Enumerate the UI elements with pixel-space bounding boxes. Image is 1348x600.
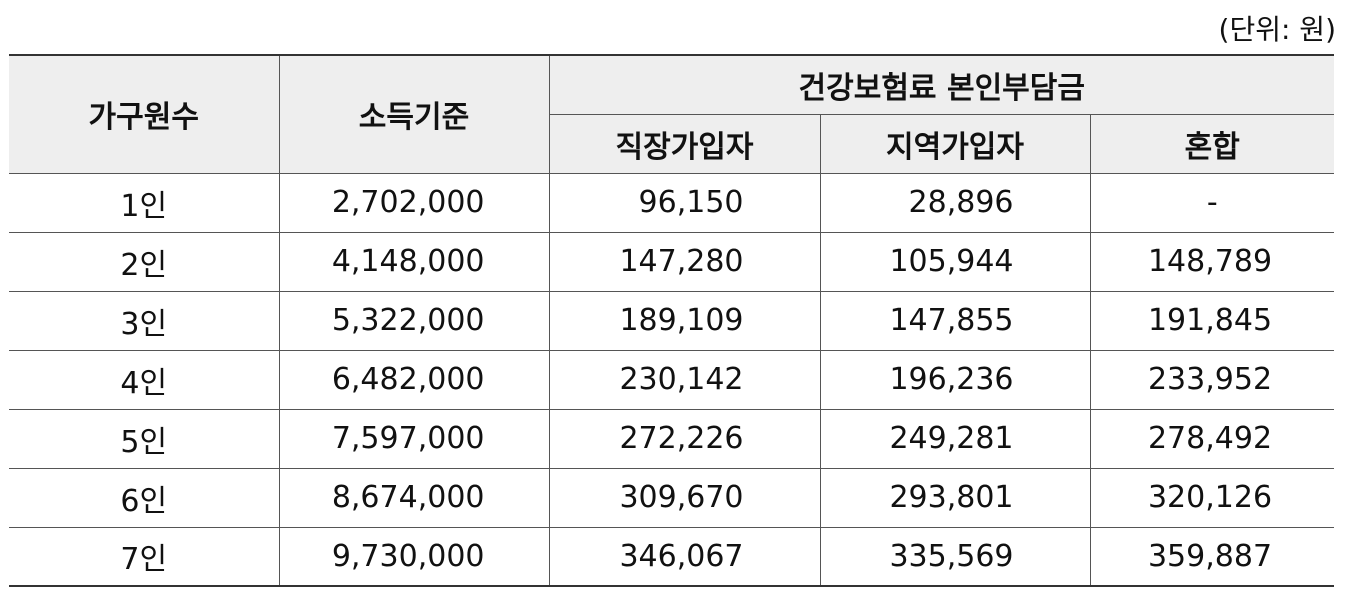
cell-employee: 96,150	[548, 172, 821, 233]
table-row: 5인 7,597,000 272,226 249,281 278,492	[9, 408, 1335, 469]
cell-employee: 230,142	[548, 349, 821, 410]
cell-employee: 309,670	[548, 467, 821, 528]
cell-income: 4,148,000	[278, 231, 550, 292]
cell-mixed: 278,492	[1089, 408, 1335, 469]
cell-income: 8,674,000	[278, 467, 550, 528]
table-row: 3인 5,322,000 189,109 147,855 191,845	[9, 290, 1335, 351]
cell-regional: 28,896	[819, 172, 1091, 233]
table-row: 4인 6,482,000 230,142 196,236 233,952	[9, 349, 1335, 410]
cell-regional: 196,236	[819, 349, 1091, 410]
header-household: 가구원수	[9, 54, 280, 174]
insurance-table: 가구원수 소득기준 건강보험료 본인부담금 직장가입자 지역가입자 혼합 1인 …	[9, 54, 1335, 587]
header-income: 소득기준	[278, 54, 550, 174]
cell-household: 3인	[9, 290, 280, 351]
cell-employee: 147,280	[548, 231, 821, 292]
cell-income: 6,482,000	[278, 349, 550, 410]
header-employee: 직장가입자	[549, 113, 821, 174]
cell-income: 5,322,000	[278, 290, 550, 351]
cell-regional: 335,569	[819, 526, 1091, 587]
unit-note: (단위: 원)	[1218, 13, 1336, 46]
header-mixed: 혼합	[1089, 113, 1335, 174]
header-regional: 지역가입자	[819, 113, 1091, 174]
cell-household: 7인	[9, 526, 280, 587]
cell-income: 7,597,000	[278, 408, 550, 469]
cell-mixed: 233,952	[1089, 349, 1335, 410]
cell-household: 6인	[9, 467, 280, 528]
table-body: 1인 2,702,000 96,150 28,896 - 2인 4,148,00…	[9, 172, 1335, 587]
cell-mixed: 191,845	[1089, 290, 1335, 351]
cell-regional: 147,855	[819, 290, 1091, 351]
table-header: 가구원수 소득기준 건강보험료 본인부담금 직장가입자 지역가입자 혼합	[9, 54, 1335, 174]
cell-mixed: 320,126	[1089, 467, 1335, 528]
table-row: 6인 8,674,000 309,670 293,801 320,126	[9, 467, 1335, 528]
cell-regional: 105,944	[819, 231, 1091, 292]
cell-household: 4인	[9, 349, 280, 410]
cell-income: 2,702,000	[278, 172, 550, 233]
cell-regional: 249,281	[819, 408, 1091, 469]
cell-mixed: 359,887	[1089, 526, 1335, 587]
cell-mixed: 148,789	[1089, 231, 1335, 292]
header-group: 건강보험료 본인부담금	[548, 54, 1335, 115]
cell-employee: 189,109	[548, 290, 821, 351]
table-row: 2인 4,148,000 147,280 105,944 148,789	[9, 231, 1335, 292]
cell-employee: 272,226	[548, 408, 821, 469]
cell-income: 9,730,000	[278, 526, 550, 587]
cell-employee: 346,067	[548, 526, 821, 587]
table-row: 1인 2,702,000 96,150 28,896 -	[9, 172, 1335, 233]
table-row: 7인 9,730,000 346,067 335,569 359,887	[9, 526, 1335, 587]
cell-household: 2인	[9, 231, 280, 292]
cell-regional: 293,801	[819, 467, 1091, 528]
cell-household: 5인	[9, 408, 280, 469]
cell-mixed: -	[1089, 172, 1335, 233]
cell-household: 1인	[9, 172, 280, 233]
